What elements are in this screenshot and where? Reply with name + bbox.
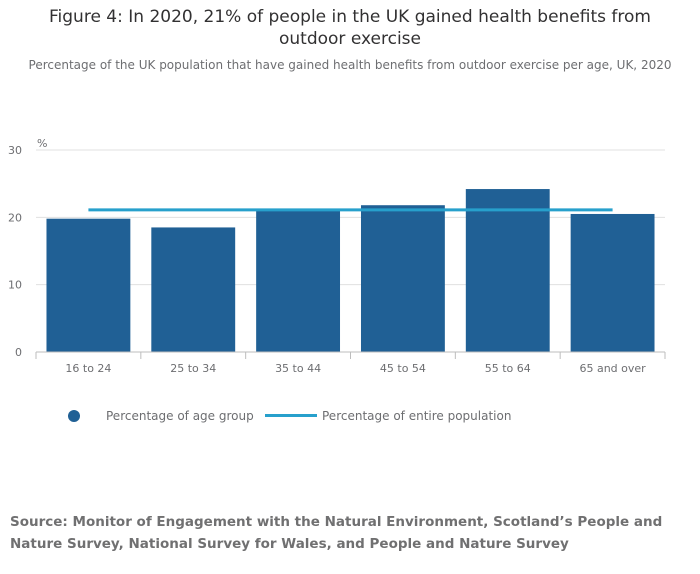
x-tick-label: 55 to 64 bbox=[485, 362, 531, 375]
legend-label-entire-population: Percentage of entire population bbox=[322, 409, 512, 423]
x-tick-label: 25 to 34 bbox=[170, 362, 216, 375]
bar-65-and-over bbox=[570, 213, 655, 352]
y-tick-label: 30 bbox=[8, 144, 22, 157]
y-axis-label: % bbox=[37, 137, 47, 150]
bar-35-to-44 bbox=[256, 209, 341, 352]
bar-25-to-34 bbox=[151, 227, 236, 352]
source-note: Source: Monitor of Engagement with the N… bbox=[10, 514, 663, 552]
bar-chart: 0 10 20 30 % 16 to 24 25 to 34 35 to 44 45 to … bbox=[8, 137, 666, 375]
bar-55-to-64 bbox=[465, 189, 550, 352]
y-tick-label: 20 bbox=[8, 211, 22, 224]
x-tick-label: 65 and over bbox=[579, 362, 646, 375]
legend-line-icon bbox=[265, 414, 317, 417]
grid-lines bbox=[36, 149, 665, 286]
y-tick-label: 0 bbox=[15, 346, 22, 359]
bar-16-to-24 bbox=[46, 218, 131, 352]
legend-dot-icon bbox=[68, 410, 80, 422]
legend-label-age-group: Percentage of age group bbox=[106, 409, 254, 423]
chart-title: Figure 4: In 2020, 21% of people in the … bbox=[49, 7, 651, 49]
y-tick-label: 10 bbox=[8, 279, 22, 292]
x-tick-label: 45 to 54 bbox=[380, 362, 426, 375]
bars bbox=[46, 189, 655, 352]
legend: Percentage of age group Percentage of en… bbox=[0, 406, 700, 430]
bar-45-to-54 bbox=[360, 205, 445, 352]
y-axis: 0 10 20 30 bbox=[8, 144, 22, 359]
x-tick-label: 16 to 24 bbox=[65, 362, 111, 375]
chart-subtitle: Percentage of the UK population that hav… bbox=[28, 58, 672, 72]
x-tick-label: 35 to 44 bbox=[275, 362, 321, 375]
x-axis: 16 to 24 25 to 34 35 to 44 45 to 54 55 to 64… bbox=[35, 351, 666, 375]
